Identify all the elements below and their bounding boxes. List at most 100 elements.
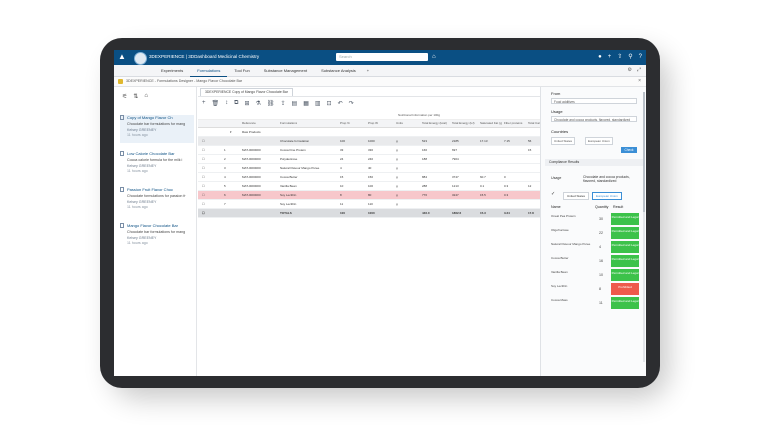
compass-icon[interactable] — [134, 52, 147, 65]
lock-icon[interactable]: ⊡ — [326, 101, 332, 107]
cell-name[interactable]: Polydextrose — [280, 157, 298, 161]
tab-experiments[interactable]: Experiments — [161, 68, 184, 73]
cell-w[interactable]: 1000 — [368, 211, 375, 215]
col-fiber[interactable]: Fiber proteins — [504, 121, 523, 125]
insert-icon[interactable]: ⊞ — [244, 101, 250, 107]
country-chip[interactable]: European Union — [585, 137, 613, 145]
compliance-results-header[interactable]: Compliance Results — [545, 159, 643, 166]
cell-name[interactable]: Soy Lecithin — [280, 193, 297, 197]
flask-icon[interactable]: ⚗ — [255, 101, 261, 107]
list-item[interactable]: Low Calorie Chocolate Bar Cocoa calorie … — [120, 151, 194, 179]
cell-w[interactable]: 1000 — [368, 139, 375, 143]
cell-p[interactable]: 8 — [340, 193, 342, 197]
col-energy-kj[interactable]: Total Energy (kJ) — [452, 121, 475, 125]
row-checkbox[interactable]: ☐ — [202, 184, 205, 188]
add-row-icon[interactable]: + — [202, 100, 206, 106]
cell-name[interactable]: Soy Lecithin — [280, 202, 297, 206]
cell-p[interactable]: 4 — [340, 166, 342, 170]
table-icon[interactable]: ▦ — [303, 101, 309, 107]
row-checkbox[interactable]: ☐ — [202, 157, 205, 161]
report-icon[interactable]: ▥ — [314, 101, 321, 107]
network-icon[interactable]: ⚲ — [628, 54, 633, 60]
cell-name[interactable]: Cocoa Butter — [280, 175, 298, 179]
cell-w[interactable]: 110 — [368, 202, 373, 206]
cell-w[interactable]: 40 — [368, 166, 372, 170]
tab-substance-management[interactable]: Substance Management — [263, 68, 308, 73]
totals-row[interactable]: ☐ TOTALS 100 1000 446.0 1862.6 15.3 3.24 17.8 — [198, 209, 542, 218]
cell-name[interactable]: Chocolate formulation — [280, 139, 310, 143]
table-row[interactable]: ☐ 1 MAT-0000000 Cocoa Fine Protein 33 330 g 166… — [198, 146, 542, 155]
col-sat-fat[interactable]: Saturated Fat (g) — [480, 121, 502, 125]
table-row[interactable]: ☐ 2 MAT-0000000 Polydextrose 24 240 g 188 7904 — [198, 155, 542, 164]
group-row[interactable]: ▾ Raw Products — [198, 128, 542, 137]
export-icon[interactable]: ⇪ — [280, 101, 286, 107]
cell-p[interactable]: 33 — [340, 148, 344, 152]
row-checkbox[interactable]: ☐ — [202, 166, 205, 170]
col-formulations[interactable]: Formulations — [280, 121, 298, 125]
search-input[interactable]: Search — [336, 53, 428, 61]
redo-icon[interactable]: ↷ — [348, 101, 354, 107]
col-carb[interactable]: Total Carb — [528, 121, 542, 125]
usage-select[interactable]: Chocolate and cocoa products, flavored, … — [551, 116, 637, 122]
settings-icon[interactable]: ⚙ — [627, 67, 632, 73]
sort-icon[interactable]: ⇅ — [133, 94, 139, 100]
cell-w[interactable]: 150 — [368, 175, 374, 179]
cell-name[interactable]: Cocoa Fine Protein — [280, 148, 306, 152]
from-select[interactable]: Food additives — [551, 98, 637, 104]
add-icon[interactable]: + — [607, 54, 612, 60]
filter-icon[interactable]: ⚟ — [122, 94, 128, 100]
cell-name[interactable]: Vanilla Bean — [280, 184, 297, 188]
cell-p[interactable]: 11 — [340, 202, 344, 206]
fullscreen-icon[interactable]: ⤢ — [636, 67, 641, 73]
help-icon[interactable]: ? — [638, 54, 642, 60]
check-button[interactable]: Check — [621, 147, 637, 153]
delete-icon[interactable]: 🗑 — [211, 101, 220, 107]
expand-icon[interactable]: ▾ — [230, 130, 232, 134]
list-item[interactable]: Passion Fruit Flavor Choc Chocolate form… — [120, 187, 194, 215]
row-checkbox[interactable]: ☐ — [202, 139, 205, 143]
cell-p[interactable]: 24 — [340, 157, 344, 161]
document-icon[interactable]: ▤ — [291, 101, 298, 107]
tab-european-union[interactable]: European Union — [592, 192, 622, 200]
home-icon[interactable]: ⌂ — [144, 93, 149, 99]
col-prop-pct[interactable]: Prop % — [340, 121, 350, 125]
row-checkbox[interactable]: ☐ — [202, 148, 205, 152]
cell-name[interactable]: TOTALS — [280, 211, 292, 215]
user-icon[interactable]: ● — [598, 54, 602, 60]
tab-formulations[interactable]: Formulations — [190, 65, 228, 77]
copy-icon[interactable]: ⧉ — [234, 100, 239, 106]
tab-formulation-copy[interactable]: 3DEXPERIENCE Copy of Mango Flavor Chocol… — [200, 88, 293, 96]
table-row[interactable]: ☐ 3 MAT-0000000 Natural Flavour Mango Puree… — [198, 164, 542, 173]
share-icon[interactable]: ⇧ — [617, 54, 623, 60]
tag-icon[interactable]: ⌂ — [432, 54, 436, 60]
col-prop-w[interactable]: Prop W — [368, 121, 379, 125]
list-item[interactable]: Mango Flavor Chocolate Bar Chocolate bar… — [120, 223, 194, 251]
close-icon[interactable]: × — [638, 78, 641, 84]
row-checkbox[interactable]: ☐ — [202, 211, 205, 215]
add-tab-button[interactable]: + — [366, 68, 370, 73]
tab-united-states[interactable]: United States — [563, 192, 590, 200]
cell-p[interactable]: 100 — [340, 139, 346, 143]
move-icon[interactable]: ↕ — [225, 100, 229, 106]
cell-w[interactable]: 330 — [368, 148, 374, 152]
cell-p[interactable]: 10 — [340, 184, 344, 188]
table-row[interactable]: ☐ 6 MAT-0000000 Soy Lecithin 8 80 g 776 3247 15.5… — [198, 191, 542, 200]
table-row[interactable]: ☐ Chocolate formulation 100 1000 g 523 2185 17.… — [198, 137, 542, 146]
cell-name[interactable]: Natural Flavour Mango Puree — [280, 166, 320, 170]
cell-w[interactable]: 100 — [368, 184, 374, 188]
table-row[interactable]: ☐ 5 MAT-0000000 Vanilla Bean 10 100 g 288 1213 0.… — [198, 182, 542, 191]
col-reference[interactable]: Reference — [242, 121, 256, 125]
tab-tool-fun[interactable]: Tool Fun — [234, 68, 250, 73]
row-checkbox[interactable]: ☐ — [202, 175, 205, 179]
ds-logo-icon[interactable]: ▲ — [118, 52, 126, 61]
row-checkbox[interactable]: ☐ — [202, 202, 205, 206]
table-row[interactable]: ☐ 7 Soy Lecithin 11 110 g — [198, 200, 542, 209]
tab-substance-analysis[interactable]: Substance Analysis — [321, 68, 356, 73]
list-item[interactable]: Copy of Mango Flavor Ch Chocolate bar fo… — [120, 115, 194, 143]
cell-p[interactable]: 15 — [340, 175, 344, 179]
col-energy-kcal[interactable]: Total Energy (kcal) — [422, 121, 447, 125]
cell-p[interactable]: 100 — [340, 211, 346, 215]
scrollbar[interactable] — [643, 92, 645, 362]
table-row[interactable]: ☐ 4 MAT-0000000 Cocoa Butter 15 150 g 884 3747 60… — [198, 173, 542, 182]
cell-w[interactable]: 240 — [368, 157, 374, 161]
